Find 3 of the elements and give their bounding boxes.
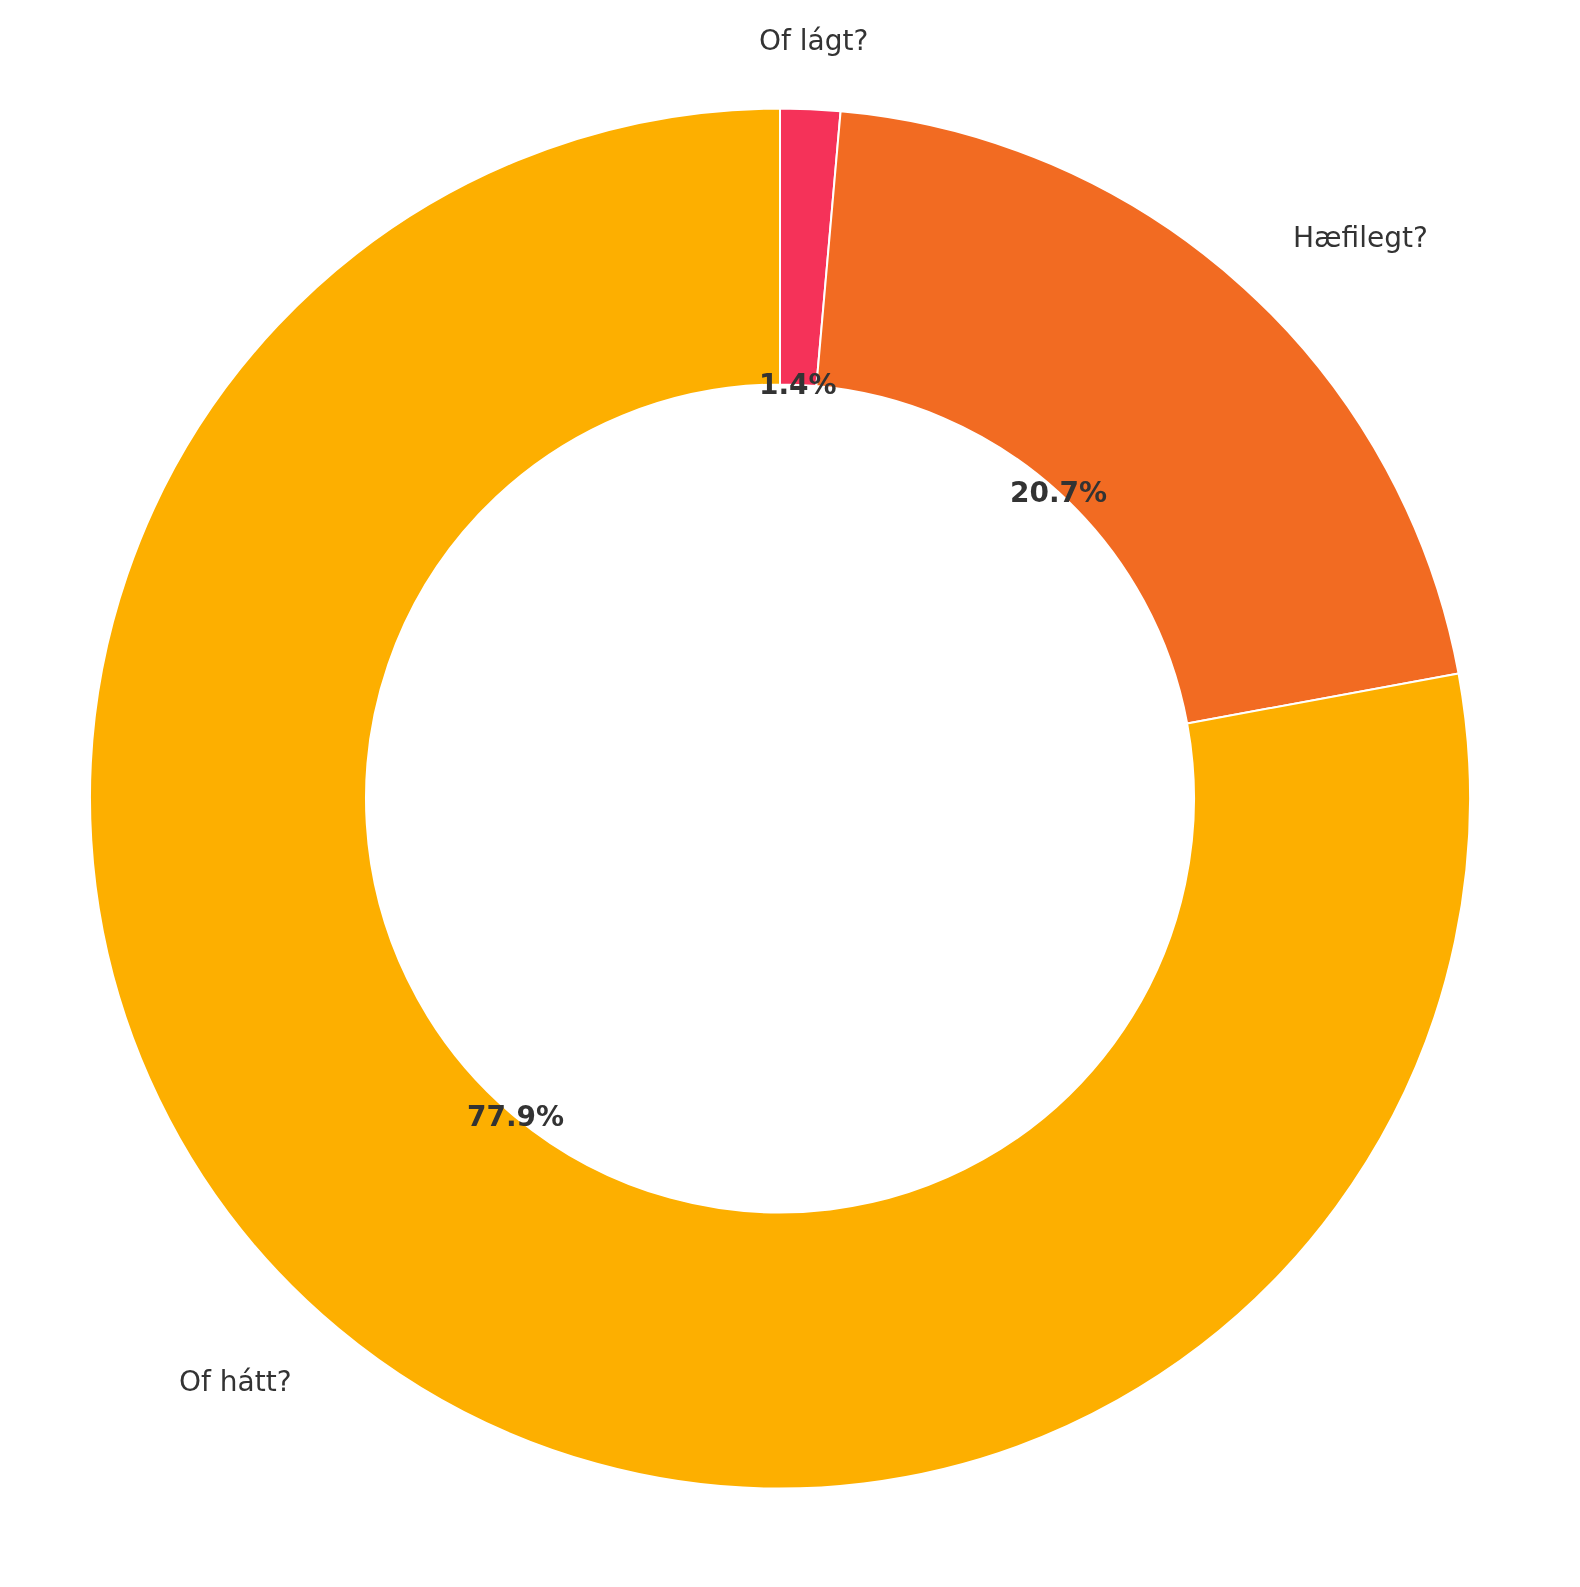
slice-label: Hæfilegt? (1293, 221, 1428, 254)
slice-label: Of hátt? (179, 1365, 292, 1398)
slice-label: Of lágt? (759, 24, 869, 57)
